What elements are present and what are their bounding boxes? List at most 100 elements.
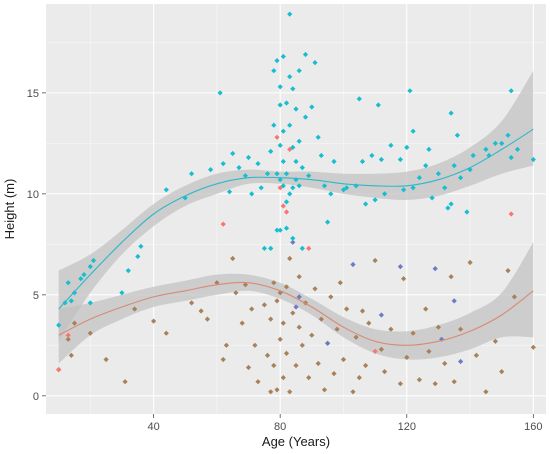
short-point bbox=[274, 298, 280, 304]
y-axis-title: Height (m) bbox=[2, 179, 17, 240]
tall-point bbox=[372, 197, 378, 203]
tall-point bbox=[293, 106, 299, 112]
tall-point bbox=[378, 156, 384, 163]
tall-point bbox=[328, 191, 334, 197]
short-point bbox=[416, 377, 422, 383]
tall-point bbox=[217, 90, 223, 96]
red-point bbox=[280, 203, 286, 209]
tall-point bbox=[483, 146, 489, 152]
short-point bbox=[328, 294, 334, 300]
short-point bbox=[299, 342, 305, 348]
tall-point bbox=[448, 201, 454, 207]
short-point bbox=[483, 389, 489, 395]
short-point bbox=[132, 306, 138, 312]
short-point bbox=[71, 320, 78, 326]
tall-point bbox=[138, 243, 144, 249]
tall-point bbox=[280, 53, 286, 60]
short-point bbox=[410, 330, 416, 336]
short-point bbox=[252, 342, 258, 348]
blue-point bbox=[397, 264, 403, 270]
short-point bbox=[448, 274, 454, 280]
short-point bbox=[318, 316, 324, 322]
y-axis-ticks: 0 5 10 15 bbox=[27, 88, 46, 403]
short-point bbox=[280, 320, 286, 326]
tall-point bbox=[189, 171, 195, 177]
x-axis-ticks: 40 80 120 160 bbox=[147, 414, 543, 433]
blue-point bbox=[432, 266, 438, 272]
tall-point bbox=[283, 225, 290, 231]
blue-point bbox=[378, 312, 384, 318]
tall-point bbox=[410, 185, 416, 191]
short-point bbox=[442, 360, 448, 367]
tall-point bbox=[299, 165, 305, 171]
short-point bbox=[151, 318, 157, 324]
tall-confidence-band bbox=[58, 70, 534, 342]
short-point bbox=[239, 320, 245, 326]
tall-point bbox=[296, 68, 302, 74]
short-point bbox=[293, 362, 299, 369]
tall-point bbox=[236, 165, 242, 171]
tall-point bbox=[290, 185, 296, 191]
tall-point bbox=[299, 245, 305, 251]
tall-point bbox=[467, 167, 473, 173]
y-tick-label: 15 bbox=[27, 88, 39, 100]
tall-point bbox=[283, 100, 290, 106]
tall-point bbox=[363, 201, 369, 207]
short-point bbox=[68, 352, 74, 358]
red-point bbox=[508, 211, 514, 217]
tall-point bbox=[401, 187, 407, 193]
short-point bbox=[388, 326, 394, 332]
tall-point bbox=[87, 300, 93, 306]
short-point bbox=[432, 381, 438, 387]
tall-point bbox=[416, 175, 422, 181]
tall-point bbox=[410, 128, 416, 134]
short-point bbox=[230, 255, 236, 262]
short-point bbox=[198, 308, 204, 314]
short-point bbox=[356, 375, 362, 381]
short-point bbox=[87, 330, 93, 336]
short-point bbox=[296, 324, 302, 330]
tall-point bbox=[242, 173, 248, 179]
short-point bbox=[423, 306, 429, 312]
y-tick-label: 10 bbox=[27, 189, 39, 201]
short-point bbox=[277, 336, 283, 342]
red-point bbox=[56, 367, 62, 373]
short-point bbox=[458, 326, 464, 332]
tall-point bbox=[135, 253, 141, 260]
tall-point bbox=[71, 290, 78, 296]
tall-point bbox=[271, 122, 277, 128]
short-point bbox=[249, 306, 255, 312]
tall-point bbox=[325, 219, 331, 225]
tall-point bbox=[312, 60, 318, 66]
tall-point bbox=[277, 177, 283, 183]
red-point bbox=[220, 221, 226, 227]
tall-point bbox=[435, 171, 441, 177]
tall-point bbox=[514, 146, 521, 152]
blue-point bbox=[293, 304, 299, 310]
tall-point bbox=[280, 183, 286, 189]
short-point bbox=[255, 379, 261, 385]
short-point bbox=[334, 326, 340, 332]
tall-point bbox=[264, 171, 271, 177]
short-point bbox=[353, 334, 359, 340]
tall-point bbox=[429, 195, 435, 201]
trend-lines bbox=[58, 128, 534, 346]
tall-point bbox=[220, 161, 226, 167]
short-point bbox=[315, 360, 321, 367]
tall-point bbox=[499, 140, 505, 146]
tall-point bbox=[87, 264, 93, 270]
tall-point bbox=[442, 185, 448, 191]
tall-point bbox=[353, 183, 359, 189]
y-tick-label: 0 bbox=[33, 391, 39, 403]
short-point bbox=[499, 369, 505, 375]
short-point bbox=[122, 379, 128, 385]
short-point bbox=[65, 336, 71, 342]
tall-point bbox=[296, 183, 302, 189]
x-tick-label: 160 bbox=[524, 421, 542, 433]
short-point bbox=[530, 344, 536, 350]
tall-point bbox=[426, 146, 432, 152]
short-point bbox=[245, 364, 252, 371]
short-point bbox=[264, 352, 271, 358]
tall-trend-line bbox=[58, 128, 534, 310]
